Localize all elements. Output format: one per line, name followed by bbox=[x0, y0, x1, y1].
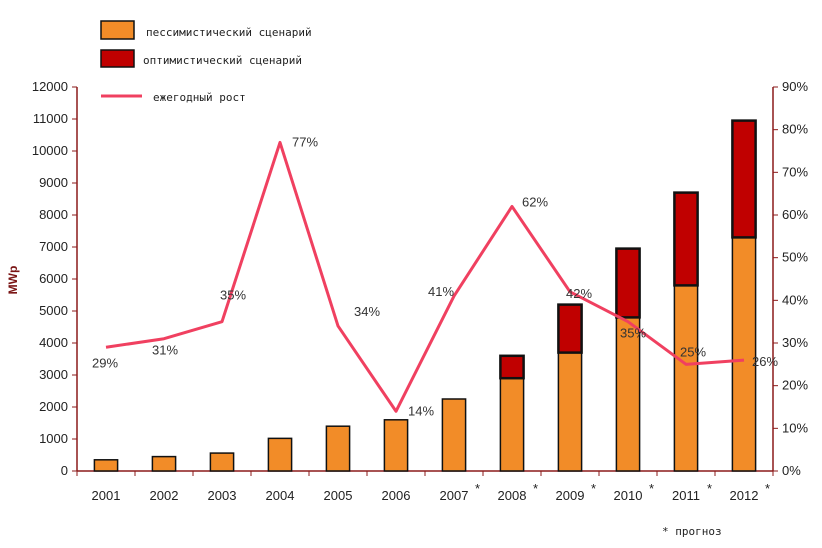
bar-pessimistic bbox=[499, 377, 525, 472]
growth-label: 77% bbox=[292, 134, 318, 149]
x-tick-label: 2002 bbox=[150, 488, 179, 503]
left-tick-label: 8000 bbox=[39, 207, 68, 222]
growth-label: 62% bbox=[522, 194, 548, 209]
left-tick-label: 1000 bbox=[39, 431, 68, 446]
growth-label: 35% bbox=[620, 326, 646, 341]
left-tick-label: 0 bbox=[61, 463, 68, 478]
legend-swatch-optimistic bbox=[100, 49, 135, 68]
right-tick-label: 40% bbox=[782, 292, 808, 307]
right-tick-label: 50% bbox=[782, 250, 808, 265]
right-tick-label: 80% bbox=[782, 122, 808, 137]
growth-label: 29% bbox=[92, 355, 118, 370]
bar-pessimistic bbox=[383, 419, 409, 472]
bars bbox=[93, 119, 757, 472]
forecast-mark: * bbox=[475, 481, 480, 496]
left-tick-label: 7000 bbox=[39, 239, 68, 254]
growth-label: 31% bbox=[152, 343, 178, 358]
growth-label: 41% bbox=[428, 284, 454, 299]
right-tick-label: 90% bbox=[782, 79, 808, 94]
legend-swatch-pessimistic bbox=[100, 20, 135, 40]
growth-label: 14% bbox=[408, 403, 434, 418]
right-tick-label: 30% bbox=[782, 335, 808, 350]
forecast-mark: * bbox=[533, 481, 538, 496]
x-tick-label: 2011 bbox=[672, 488, 700, 503]
bar-pessimistic bbox=[557, 351, 583, 472]
right-tick-label: 70% bbox=[782, 164, 808, 179]
forecast-mark: * bbox=[649, 481, 654, 496]
left-tick-label: 2000 bbox=[39, 399, 68, 414]
legend-label-optimistic: оптимистический сценарий bbox=[143, 54, 302, 67]
right-tick-label: 60% bbox=[782, 207, 808, 222]
legend-label-pessimistic: пессимистический сценарий bbox=[146, 26, 312, 39]
growth-label: 25% bbox=[680, 344, 706, 359]
bar-pessimistic bbox=[441, 398, 467, 472]
right-tick-label: 0% bbox=[782, 463, 801, 478]
left-tick-label: 6000 bbox=[39, 271, 68, 286]
bar-pessimistic bbox=[267, 437, 293, 472]
bar-pessimistic bbox=[209, 452, 235, 472]
axes: 0 1000 2000 3000 4000 5000 6000 7000 8000 9000 100… bbox=[32, 79, 809, 503]
bar-pessimistic bbox=[151, 455, 177, 472]
x-tick-label: 2008 bbox=[498, 488, 527, 503]
x-tick-label: 2012 bbox=[730, 488, 759, 503]
left-tick-label: 11000 bbox=[33, 111, 68, 126]
x-tick-label: 2010 bbox=[614, 488, 643, 503]
legend: пессимистический сценарий оптимистически… bbox=[100, 20, 312, 104]
right-tick-label: 20% bbox=[782, 378, 808, 393]
x-tick-label: 2006 bbox=[382, 488, 411, 503]
x-tick-label: 2007 bbox=[440, 488, 469, 503]
right-tick-label: 10% bbox=[782, 420, 808, 435]
bar-optimistic bbox=[557, 303, 583, 354]
y-axis-title: MWp bbox=[6, 266, 20, 295]
left-tick-label: 4000 bbox=[39, 335, 68, 350]
left-tick-label: 10000 bbox=[32, 143, 68, 158]
x-tick-label: 2005 bbox=[324, 488, 353, 503]
forecast-mark: * bbox=[707, 481, 712, 496]
bar-pessimistic bbox=[673, 284, 699, 472]
growth-label: 35% bbox=[220, 288, 246, 303]
growth-label: 42% bbox=[566, 286, 592, 301]
growth-polyline bbox=[105, 140, 745, 413]
forecast-mark: * bbox=[765, 481, 770, 496]
bar-optimistic bbox=[673, 191, 699, 287]
forecast-footnote: * прогноз bbox=[662, 525, 722, 538]
x-tick-label: 2003 bbox=[208, 488, 237, 503]
growth-line bbox=[105, 140, 745, 413]
left-tick-label: 3000 bbox=[39, 367, 68, 382]
left-tick-label: 5000 bbox=[39, 303, 68, 318]
forecast-mark: * bbox=[591, 481, 596, 496]
growth-label: 34% bbox=[354, 304, 380, 319]
x-tick-label: 2009 bbox=[556, 488, 585, 503]
legend-label-growth: ежегодный рост bbox=[153, 91, 246, 104]
bar-pessimistic bbox=[325, 425, 351, 472]
bar-optimistic bbox=[731, 119, 757, 239]
growth-label: 26% bbox=[752, 354, 778, 369]
bar-optimistic bbox=[499, 354, 525, 380]
left-tick-label: 12000 bbox=[32, 79, 68, 94]
bar-optimistic bbox=[615, 247, 641, 319]
bar-pessimistic bbox=[93, 459, 119, 472]
x-tick-label: 2001 bbox=[92, 488, 121, 503]
left-tick-label: 9000 bbox=[39, 175, 68, 190]
growth-labels: 29% 31% 35% 77% 34% 14% 41% 62% 42% 35% 25% 26% bbox=[92, 134, 778, 418]
x-tick-label: 2004 bbox=[266, 488, 295, 503]
